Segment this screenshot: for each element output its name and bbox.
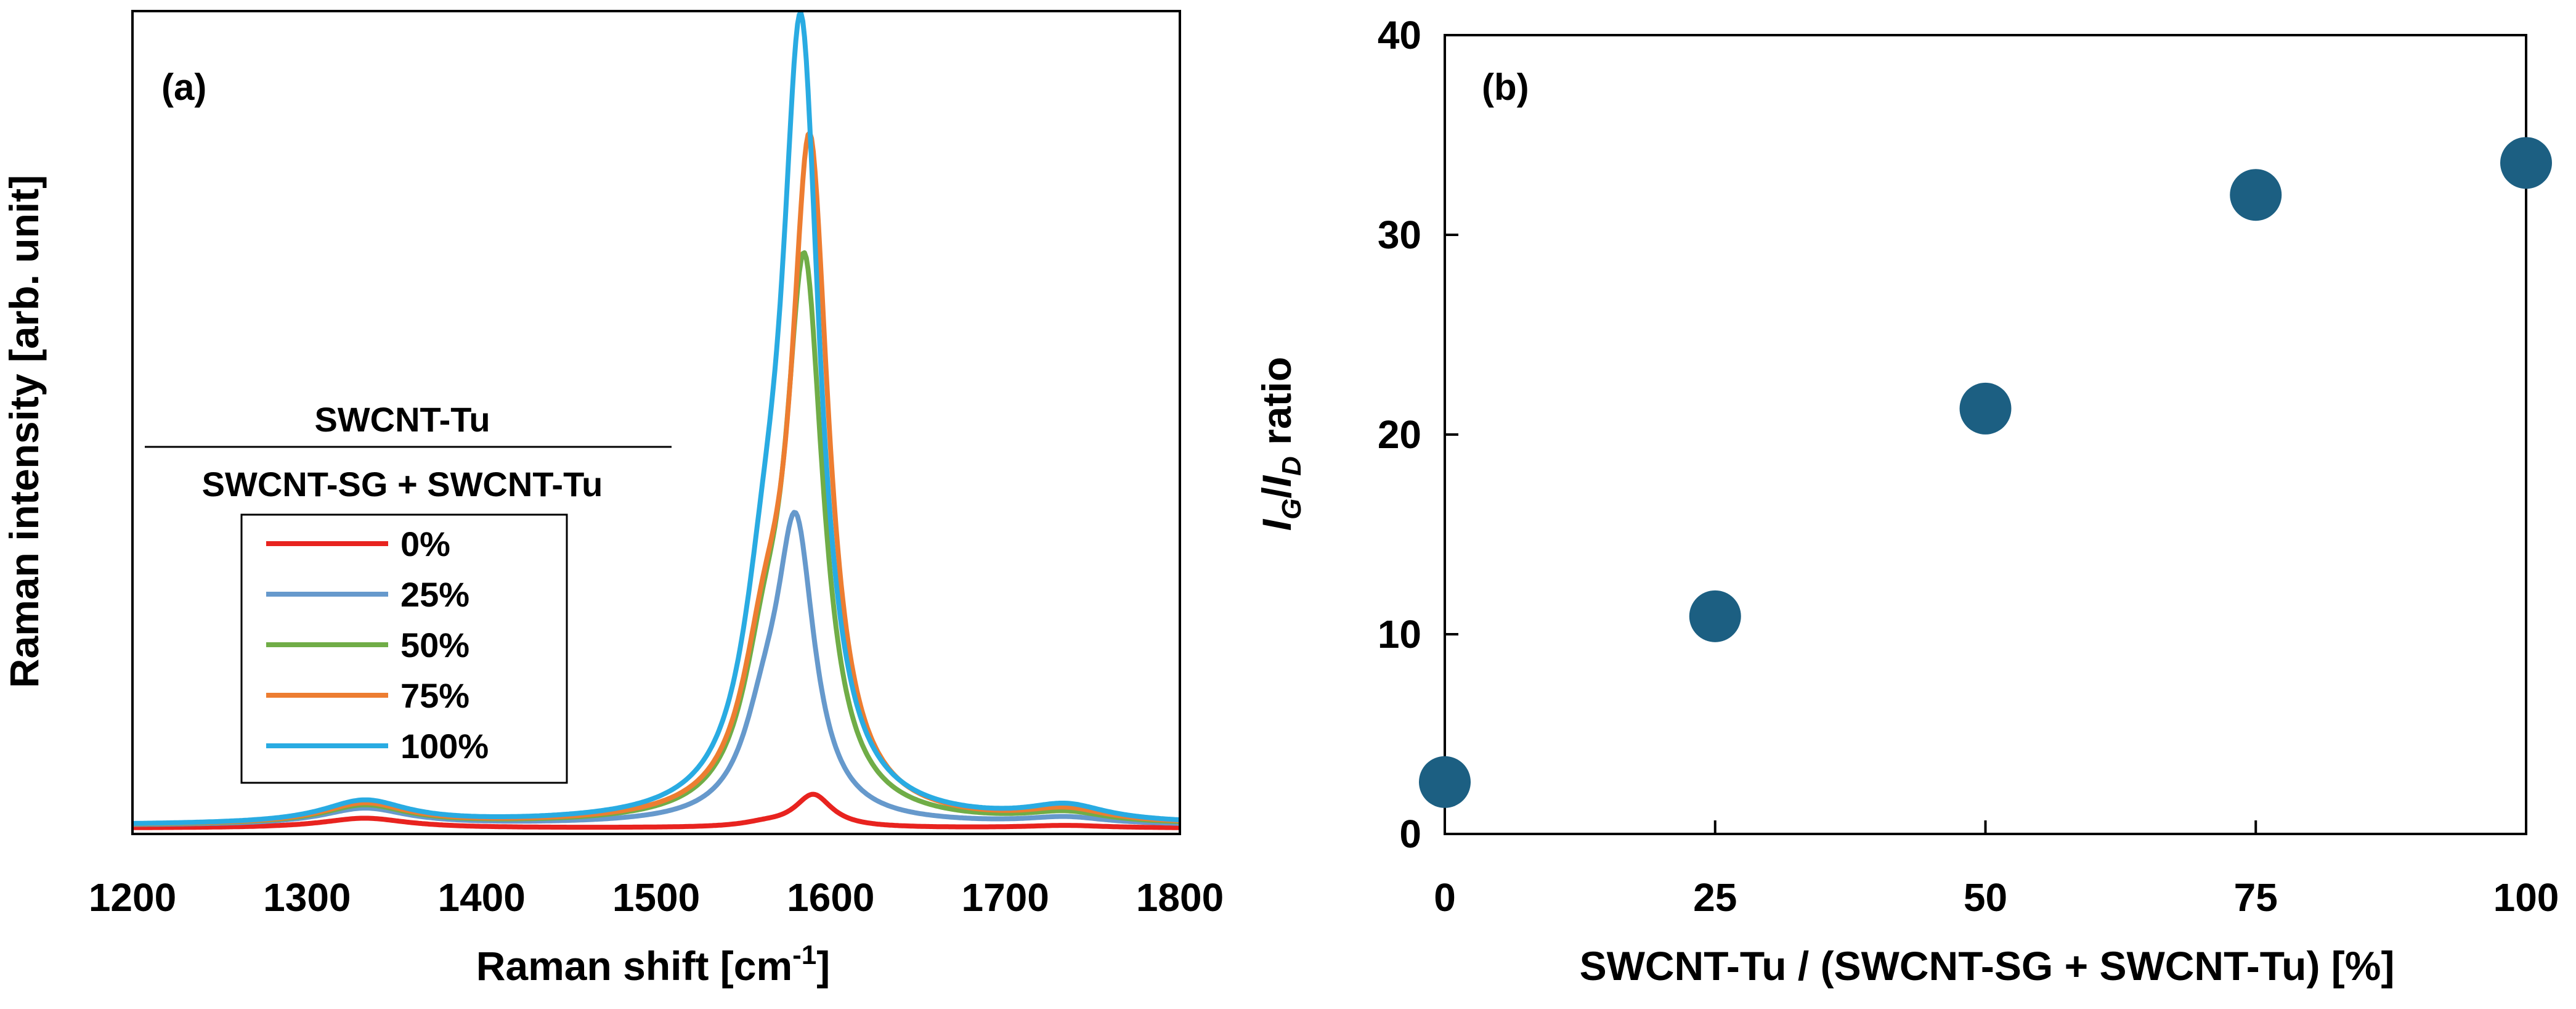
x-tick-label: 1400 — [437, 875, 525, 920]
y-label-slash: / — [1254, 487, 1299, 498]
y-tick-label: 30 — [1378, 213, 1421, 257]
plot-frame — [131, 10, 1181, 835]
y-tick-label: 10 — [1378, 612, 1421, 656]
x-tick-label: 50 — [1964, 875, 2007, 920]
y-label-rest: ratio — [1254, 357, 1299, 456]
x-axis-ticks: 0 25 50 75 100 — [1434, 820, 2559, 920]
y-tick-label: 40 — [1378, 13, 1421, 57]
panel-label: (b) — [1482, 67, 1529, 108]
panel-label: (a) — [161, 67, 206, 108]
x-axis-label-superscript: -1 — [792, 940, 816, 970]
legend-label: 0% — [400, 525, 450, 563]
y-label-g-subscript: G — [1277, 499, 1307, 520]
series-line-100pct — [131, 10, 1181, 826]
legend-box — [240, 513, 568, 784]
data-point — [1959, 382, 2012, 435]
x-tick-label: 1500 — [612, 875, 700, 920]
x-tick-label: 75 — [2234, 875, 2278, 920]
legend-label: 75% — [400, 676, 469, 715]
legend-title-denominator: SWCNT-SG + SWCNT-Tu — [202, 465, 603, 504]
y-tick-label: 0 — [1399, 812, 1421, 856]
x-axis-label: Raman shift [cm-1] — [476, 940, 831, 989]
legend: SWCNT-Tu SWCNT-SG + SWCNT-Tu 0% 25% 50% 75%… — [145, 400, 672, 784]
data-point — [2230, 169, 2282, 221]
y-axis-ticks: 0 10 20 30 40 — [1378, 13, 1458, 856]
legend-entries: 0% 25% 50% 75% 100% — [266, 525, 489, 766]
raman-spectra-panel: Raman intensity [arb. unit] (a) 1200 1300… — [1, 10, 1224, 989]
x-tick-label: 0 — [1434, 875, 1456, 920]
x-tick-label: 1600 — [787, 875, 874, 920]
series-group — [131, 10, 1181, 830]
y-axis-label: Raman intensity [arb. unit] — [1, 175, 47, 688]
x-axis-label-text: Raman shift [cm — [476, 943, 792, 989]
y-label-i: I — [1254, 518, 1299, 531]
y-axis-label: IG/ID ratio — [1254, 357, 1307, 531]
y-tick-label: 20 — [1378, 412, 1421, 457]
plot-frame — [1444, 34, 2527, 835]
x-tick-label: 1800 — [1136, 875, 1224, 920]
x-tick-labels: 1200 1300 1400 1500 1600 1700 1800 — [89, 875, 1224, 920]
legend-title-numerator: SWCNT-Tu — [314, 400, 490, 439]
legend-label: 25% — [400, 575, 469, 614]
series-line-0pct — [131, 791, 1181, 830]
x-axis-label: SWCNT-Tu / (SWCNT-SG + SWCNT-Tu) [%] — [1580, 943, 2395, 989]
legend-label: 50% — [400, 626, 469, 664]
x-axis-label-end: ] — [816, 943, 830, 989]
y-label-i-2: I — [1254, 475, 1299, 487]
x-tick-label: 1300 — [263, 875, 351, 920]
data-points — [1419, 137, 2552, 808]
legend-label: 100% — [400, 727, 489, 766]
x-tick-label: 25 — [1693, 875, 1737, 920]
x-tick-label: 100 — [2493, 875, 2559, 920]
x-tick-label: 1200 — [89, 875, 176, 920]
data-point — [1689, 590, 1741, 642]
y-label-d-subscript: D — [1277, 456, 1307, 476]
data-point — [2500, 137, 2552, 189]
x-tick-label: 1700 — [961, 875, 1049, 920]
data-point — [1419, 756, 1471, 808]
